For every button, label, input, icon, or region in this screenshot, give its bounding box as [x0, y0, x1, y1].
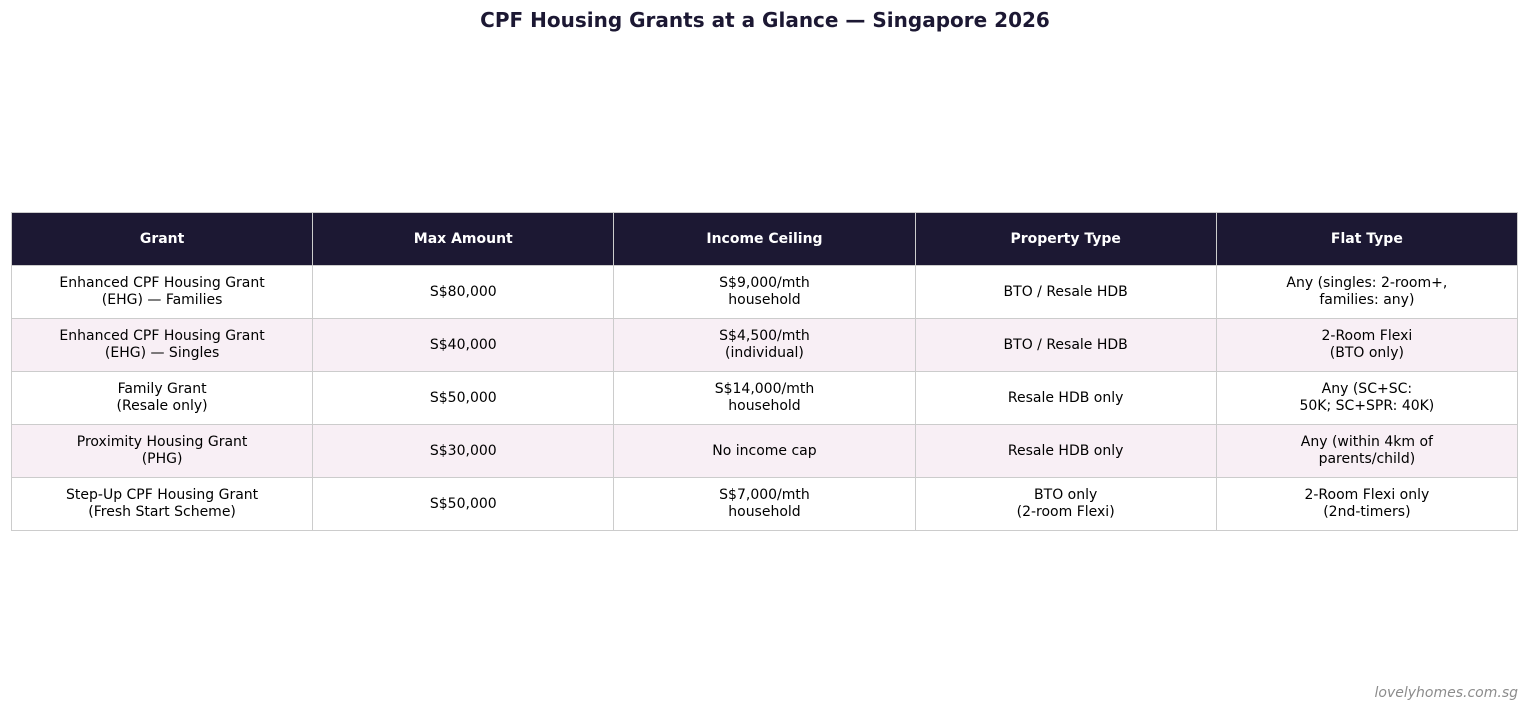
- column-header-grant: Grant: [10, 212, 314, 266]
- table-cell: Enhanced CPF Housing Grant (EHG) — Famil…: [10, 265, 314, 319]
- table-cell: S$50,000: [312, 371, 615, 425]
- table-cell: Family Grant (Resale only): [10, 371, 314, 425]
- table-cell: S$80,000: [312, 265, 615, 319]
- table-cell: Resale HDB only: [914, 424, 1217, 478]
- table-cell: S$14,000/mth household: [613, 371, 916, 425]
- chart-title: CPF Housing Grants at a Glance — Singapo…: [480, 8, 1050, 32]
- table-row: Step-Up CPF Housing Grant (Fresh Start S…: [10, 477, 1519, 531]
- column-header-max-amount: Max Amount: [312, 212, 615, 266]
- table-cell: Any (singles: 2-room+, families: any): [1215, 265, 1519, 319]
- table-cell: S$4,500/mth (individual): [613, 318, 916, 372]
- table-cell: 2-Room Flexi (BTO only): [1215, 318, 1519, 372]
- table-cell: Any (within 4km of parents/child): [1215, 424, 1519, 478]
- table-cell: BTO / Resale HDB: [914, 265, 1217, 319]
- table-cell: No income cap: [613, 424, 916, 478]
- table-cell: S$30,000: [312, 424, 615, 478]
- table-cell: S$9,000/mth household: [613, 265, 916, 319]
- table-row: Enhanced CPF Housing Grant (EHG) — Singl…: [10, 318, 1519, 372]
- table-cell: BTO / Resale HDB: [914, 318, 1217, 372]
- watermark-text: lovelyhomes.com.sg: [1374, 685, 1519, 701]
- column-header-flat-type: Flat Type: [1215, 212, 1519, 266]
- column-header-income-ceiling: Income Ceiling: [613, 212, 916, 266]
- grants-table: Grant Max Amount Income Ceiling Property…: [10, 212, 1519, 531]
- table-row: Family Grant (Resale only) S$50,000 S$14…: [10, 371, 1519, 425]
- table-header-row: Grant Max Amount Income Ceiling Property…: [10, 212, 1519, 266]
- table-cell: Enhanced CPF Housing Grant (EHG) — Singl…: [10, 318, 314, 372]
- table-row: Proximity Housing Grant (PHG) S$30,000 N…: [10, 424, 1519, 478]
- table-cell: 2-Room Flexi only (2nd-timers): [1215, 477, 1519, 531]
- column-header-property-type: Property Type: [914, 212, 1217, 266]
- table-cell: Resale HDB only: [914, 371, 1217, 425]
- table-cell: S$7,000/mth household: [613, 477, 916, 531]
- table-cell: S$40,000: [312, 318, 615, 372]
- table-row: Enhanced CPF Housing Grant (EHG) — Famil…: [10, 265, 1519, 319]
- table-cell: S$50,000: [312, 477, 615, 531]
- table-cell: Any (SC+SC: 50K; SC+SPR: 40K): [1215, 371, 1519, 425]
- table-cell: Step-Up CPF Housing Grant (Fresh Start S…: [10, 477, 314, 531]
- table-cell: BTO only (2-room Flexi): [914, 477, 1217, 531]
- table-cell: Proximity Housing Grant (PHG): [10, 424, 314, 478]
